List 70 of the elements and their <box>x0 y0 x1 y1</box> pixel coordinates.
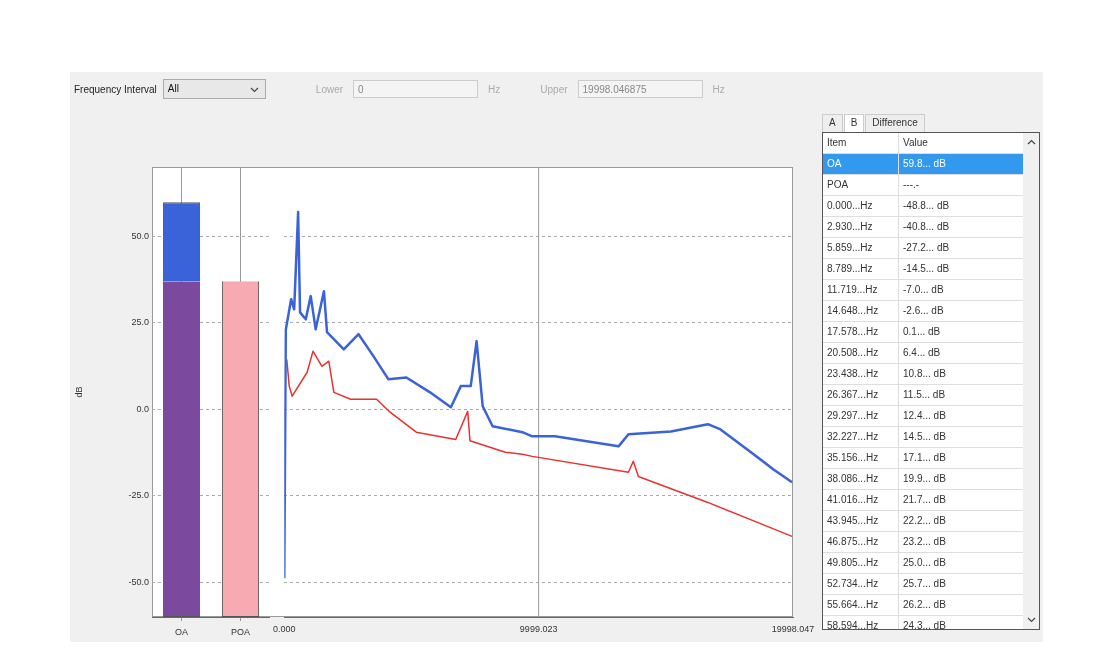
text: -40.8... dB <box>902 220 950 234</box>
text: A <box>822 114 843 132</box>
x-tick-label: 19998.047 <box>771 623 815 634</box>
text: 5.859...Hz <box>823 238 899 258</box>
text: 43.945...Hz <box>823 511 899 531</box>
text: POA <box>823 175 899 195</box>
text: -14.5... dB <box>902 262 950 276</box>
text: 0.000...Hz <box>823 196 899 216</box>
text: 14.648...Hz <box>823 301 899 321</box>
text: 17.1... dB <box>902 451 946 465</box>
text: 49.805...Hz <box>823 553 899 573</box>
text: 59.8... dB <box>902 157 946 171</box>
text: Value <box>902 136 928 150</box>
text: 2.930...Hz <box>823 217 899 237</box>
text: 19998.046875 <box>577 80 703 98</box>
y-tick-label: 50.0 <box>131 230 149 241</box>
text: 32.227...Hz <box>823 427 899 447</box>
text: 12.4... dB <box>902 409 946 423</box>
x-tick-label: POA <box>230 626 251 637</box>
text: 25.0... dB <box>902 556 946 570</box>
text: -48.8... dB <box>902 199 950 213</box>
text: 19.9... dB <box>902 472 946 486</box>
text: 26.2... dB <box>902 598 946 612</box>
text: 25.7... dB <box>902 577 946 591</box>
text: 0 <box>353 80 479 98</box>
text: Frequency Interval <box>74 83 157 95</box>
x-tick-label: 9999.023 <box>519 623 558 634</box>
y-tick-label: 25.0 <box>131 317 149 328</box>
text: 0.1... dB <box>902 325 941 339</box>
x-tick-label: 0.000 <box>273 623 296 634</box>
text: 11.5... dB <box>902 388 946 402</box>
text: 38.086...Hz <box>823 469 899 489</box>
text: 23.2... dB <box>902 535 946 549</box>
y-tick-label: -50.0 <box>128 576 149 587</box>
text: -7.0... dB <box>902 283 944 297</box>
text: 58.594...Hz <box>826 619 880 631</box>
text: 10.8... dB <box>902 367 946 381</box>
text: 21.7... dB <box>902 493 946 507</box>
text: ---.- <box>902 178 920 192</box>
text: Lower <box>315 83 344 95</box>
text: 55.664...Hz <box>823 595 899 615</box>
x-tick-label: OA <box>174 626 189 637</box>
text: 23.438...Hz <box>823 364 899 384</box>
text: 14.5... dB <box>902 430 946 444</box>
text: 29.297...Hz <box>823 406 899 426</box>
text: Hz <box>488 83 501 95</box>
text: 52.734...Hz <box>823 574 899 594</box>
text: 8.789...Hz <box>823 259 899 279</box>
text: 11.719...Hz <box>823 280 899 300</box>
text: Upper <box>540 83 568 95</box>
text: Item <box>823 133 899 153</box>
text: 20.508...Hz <box>823 343 899 363</box>
text: OA <box>823 154 899 174</box>
text: 46.875...Hz <box>823 532 899 552</box>
text: 35.156...Hz <box>823 448 899 468</box>
y-axis-title: dB <box>73 386 84 398</box>
y-tick-label: 0.0 <box>136 403 149 414</box>
text: Hz <box>712 83 725 95</box>
text: -27.2... dB <box>902 241 950 255</box>
text: Difference <box>865 114 925 132</box>
text: 6.4... dB <box>902 346 941 360</box>
text: 22.2... dB <box>902 514 946 528</box>
y-tick-label: -25.0 <box>128 490 149 501</box>
text: -2.6... dB <box>902 304 944 318</box>
text: 24.3... dB <box>902 619 946 631</box>
text: 26.367...Hz <box>823 385 899 405</box>
text: All <box>162 79 266 99</box>
text: B <box>843 114 865 132</box>
text: 41.016...Hz <box>823 490 899 510</box>
text: 17.578...Hz <box>823 322 899 342</box>
